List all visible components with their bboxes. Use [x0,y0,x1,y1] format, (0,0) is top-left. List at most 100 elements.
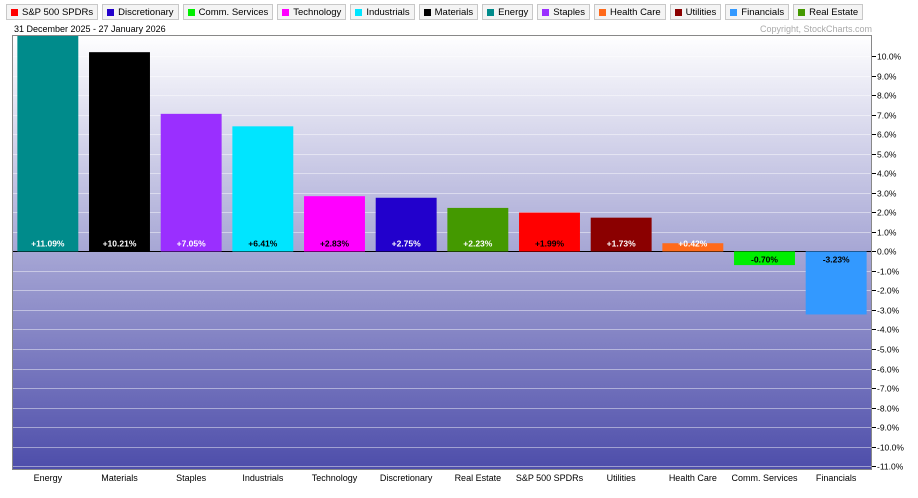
bar [519,212,580,252]
category-label: Energy [34,473,63,483]
grid-lines [12,56,872,467]
bar [375,197,437,252]
y-tick-label: 3.0% [877,189,897,199]
y-tick-label: -11.0% [877,462,904,472]
category-label: Staples [176,473,207,483]
y-tick-label: -8.0% [877,404,900,414]
legend-swatch [598,8,606,16]
bar [662,243,724,252]
legend-label: Health Care [609,6,661,18]
category-label: Materials [101,473,138,483]
category-label: Technology [312,473,358,483]
y-tick-label: -9.0% [877,423,900,433]
y-tick-label: 5.0% [877,150,897,160]
data-label: +1.73% [607,238,637,248]
legend-swatch [674,8,682,16]
legend-swatch [423,8,431,16]
y-tick-label: 8.0% [877,91,897,101]
plot-frame [12,35,872,470]
y-tick-label: 6.0% [877,130,897,140]
legend-swatch [11,8,18,16]
data-label: +10.21% [103,238,137,248]
legend-item[interactable]: S&P 500 SPDRs [6,4,99,20]
legend-label: Real Estate [809,6,859,18]
legend-swatch [282,8,290,16]
legend-item[interactable]: Comm. Services [182,4,274,20]
legend-item[interactable]: Utilities [669,4,722,20]
data-label: +1.99% [535,238,565,248]
legend-item[interactable]: Staples [537,4,590,20]
bar [304,196,365,252]
legend-label: Materials [434,6,474,18]
plot-area [12,35,872,470]
legend-label: Technology [293,6,342,18]
legend-label: Energy [498,6,529,18]
category-label: Industrials [242,473,284,483]
bar [17,35,79,252]
legend-swatch [798,8,806,16]
legend-label: S&P 500 SPDRs [22,6,94,18]
data-label: -0.70% [751,254,778,264]
y-tick-label: 0.0% [877,247,897,257]
legend-item[interactable]: Energy [482,4,534,20]
legend-item[interactable]: Industrials [350,4,415,20]
legend-label: Staples [553,6,585,18]
legend-item[interactable]: Health Care [593,4,666,20]
y-tick-label: -4.0% [877,325,900,335]
legend-label: Discretionary [118,6,174,18]
data-label: +2.75% [392,238,422,248]
y-tick-label: -6.0% [877,365,900,375]
legend-item[interactable]: Financials [725,4,790,20]
y-tick-label: 9.0% [877,72,897,82]
data-label: +2.23% [463,238,493,248]
legend: S&P 500 SPDRs Discretionary Comm. Services… [6,3,864,21]
data-label: +6.41% [248,238,278,248]
legend-item[interactable]: Materials [418,4,479,20]
legend-item[interactable]: Technology [277,4,347,20]
bar [447,207,509,252]
bar [160,113,222,252]
data-label: +7.05% [177,238,207,248]
y-tick-label: -10.0% [877,443,904,453]
copyright-notice: Copyright, StockCharts.com [759,24,872,34]
category-label: Discretionary [380,473,433,483]
date-range: 31 December 2025 - 27 January 2026 [14,24,166,34]
category-label: Real Estate [455,473,502,483]
data-labels: +11.09% +10.21% +7.05% +6.41% +2.83% +2.75% +2… [31,238,850,264]
y-tick-label: -5.0% [877,345,900,355]
y-tick-label: 4.0% [877,169,897,179]
data-label: +11.09% [31,238,65,248]
legend-label: Comm. Services [198,6,269,18]
bars [17,35,867,315]
legend-swatch [355,8,363,16]
legend-swatch [107,8,115,16]
bar [734,251,795,266]
data-label: +2.83% [320,238,350,248]
legend-label: Utilities [685,6,717,18]
bar [805,251,867,315]
y-tick-label: 2.0% [877,208,897,218]
category-label: Utilities [607,473,637,483]
legend-swatch [730,8,738,16]
x-axis: Energy Materials Staples Industrials Technol… [34,473,857,483]
category-label: S&P 500 SPDRs [516,473,584,483]
y-tick-label: 1.0% [877,228,897,238]
category-label: Comm. Services [731,473,798,483]
y-axis: 10.0% 9.0% 8.0% 7.0% 6.0% 5.0% 4.0% 3.0% 2.0% 1.0… [872,52,904,472]
bar [232,126,294,252]
legend-label: Industrials [366,6,410,18]
legend-swatch [487,8,495,16]
legend-label: Financials [741,6,785,18]
y-tick-label: -2.0% [877,286,900,296]
legend-item[interactable]: Discretionary [102,4,179,20]
legend-item[interactable]: Real Estate [793,4,864,20]
data-label: +0.42% [678,238,708,248]
bar [89,52,150,252]
y-tick-label: 7.0% [877,111,897,121]
bar [590,217,652,252]
legend-swatch [187,8,195,16]
category-label: Health Care [669,473,717,483]
y-tick-label: -1.0% [877,267,900,277]
legend-swatch [542,8,550,16]
